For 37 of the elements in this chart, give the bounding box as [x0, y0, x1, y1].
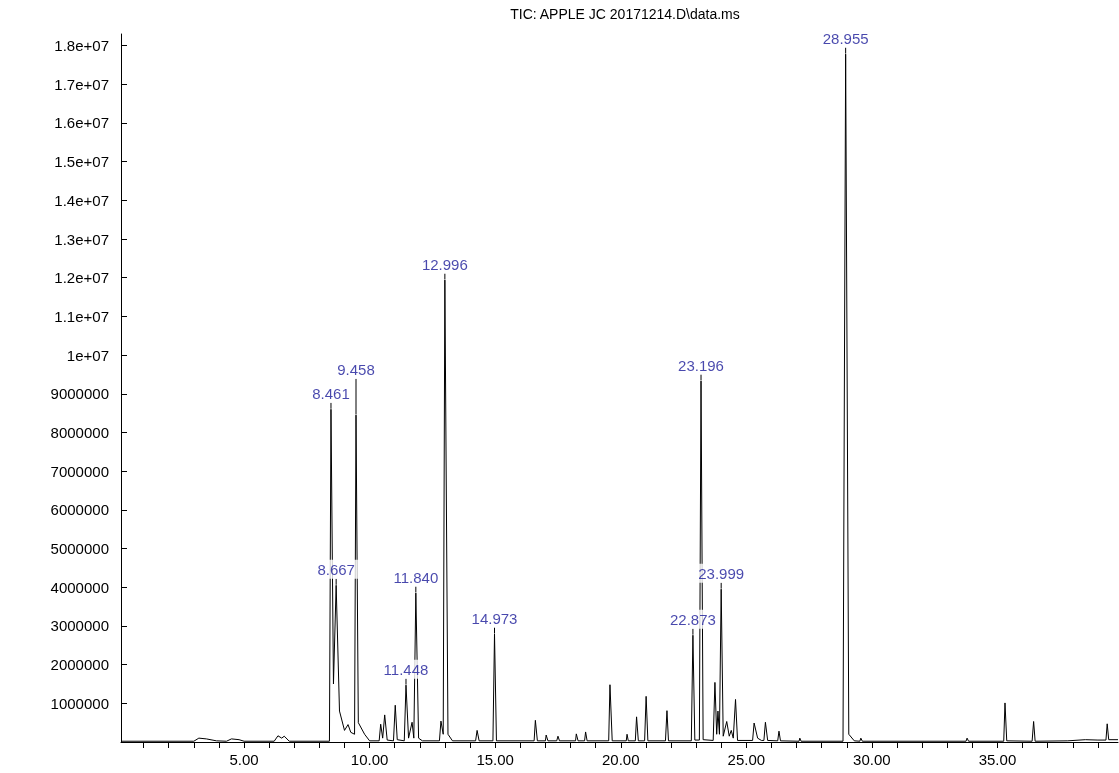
- y-tick-label: 7000000: [50, 462, 109, 480]
- annotation: 23.999: [698, 564, 745, 582]
- annotation: 14.973: [471, 609, 518, 627]
- x-tick-label: 25.00: [727, 751, 766, 768]
- y-tick-label: 6000000: [50, 501, 109, 519]
- annotation: 11.840: [393, 568, 439, 586]
- y-tick-label: 1.8e+07: [54, 37, 109, 55]
- annotation: 12.996: [421, 255, 468, 273]
- y-tick-label: 4000000: [50, 578, 109, 596]
- annotation: 8.667: [317, 560, 355, 578]
- annotation: 28.955: [822, 29, 869, 47]
- y-tick-label: 1.6e+07: [54, 114, 109, 132]
- x-tick-label: 15.00: [476, 751, 514, 768]
- annotation: 9.458: [337, 360, 375, 378]
- y-tick-label: 3000000: [50, 617, 109, 635]
- x-tick-label: 35.00: [978, 751, 1017, 768]
- y-tick-label: 9000000: [50, 385, 109, 403]
- annotation: 8.461: [312, 384, 350, 402]
- x-tick-label: 20.00: [601, 751, 640, 768]
- x-tick-label: 5.00: [229, 751, 259, 768]
- y-tick-label: 1.7e+07: [54, 75, 109, 93]
- x-tick-label: 10.00: [350, 751, 389, 768]
- y-tick-label: 1e+07: [66, 346, 109, 364]
- y-tick-label: 1.2e+07: [54, 269, 109, 287]
- y-tick-label: 5000000: [50, 540, 109, 558]
- y-tick-label: 1.4e+07: [54, 191, 109, 209]
- y-tick-label: 1.3e+07: [54, 230, 109, 248]
- annotation: 22.873: [669, 610, 716, 628]
- y-tick-label: 1000000: [50, 694, 109, 712]
- y-tick-label: 1.1e+07: [54, 307, 109, 325]
- y-tick-label: 8000000: [50, 423, 109, 441]
- annotation: 11.448: [383, 660, 429, 678]
- annotation: 23.196: [678, 356, 724, 374]
- y-tick-label: 1.5e+07: [54, 153, 109, 171]
- chart-title: TIC: APPLE JC 20171214.D\data.ms: [510, 6, 740, 22]
- x-tick-label: 30.00: [853, 751, 891, 768]
- y-tick-label: 2000000: [50, 656, 109, 674]
